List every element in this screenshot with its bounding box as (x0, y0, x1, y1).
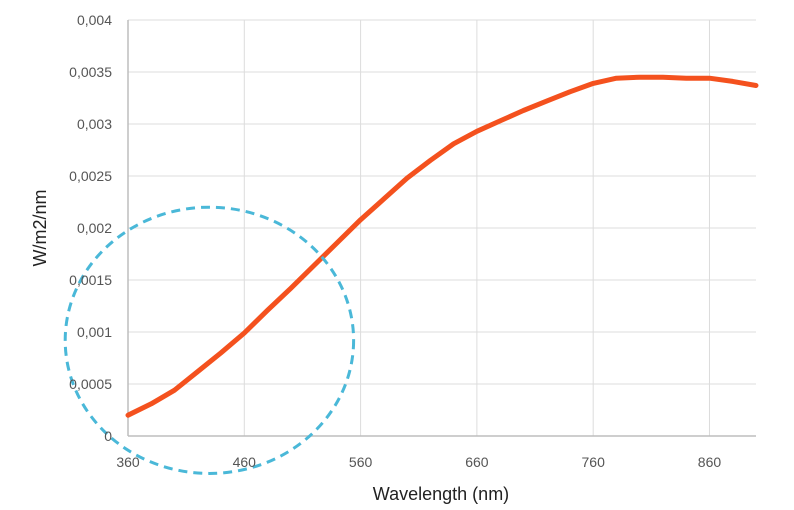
y-tick-label: 0,002 (77, 220, 112, 236)
y-tick-label: 0,003 (77, 116, 112, 132)
series-layer (125, 74, 759, 418)
x-tick-label: 360 (116, 454, 140, 470)
x-tick-label: 460 (233, 454, 257, 470)
x-tick-label: 760 (582, 454, 606, 470)
y-tick-label: 0,0005 (69, 376, 112, 392)
y-tick-label: 0,0015 (69, 272, 112, 288)
axes (127, 20, 756, 437)
grid-lines (128, 19, 756, 436)
x-axis-label: Wavelength (nm) (373, 484, 509, 504)
x-tick-label: 860 (698, 454, 722, 470)
y-tick-label: 0 (104, 428, 112, 444)
x-tick-label: 560 (349, 454, 373, 470)
y-tick-labels: 0 0,0005 0,001 0,0015 0,002 0,0025 0,003 0,0035… (69, 12, 112, 444)
annotation-layer (63, 205, 356, 475)
y-tick-label: 0,0025 (69, 168, 112, 184)
y-tick-label: 0,004 (77, 12, 112, 28)
x-tick-labels: 360 460 560 660 760 860 (116, 454, 721, 470)
y-tick-label: 0,001 (77, 324, 112, 340)
y-tick-label: 0,0035 (69, 64, 112, 80)
series-line (125, 74, 759, 418)
highlight-circle (63, 205, 356, 475)
x-tick-label: 660 (465, 454, 489, 470)
y-axis-label: W/m2/nm (30, 189, 50, 266)
